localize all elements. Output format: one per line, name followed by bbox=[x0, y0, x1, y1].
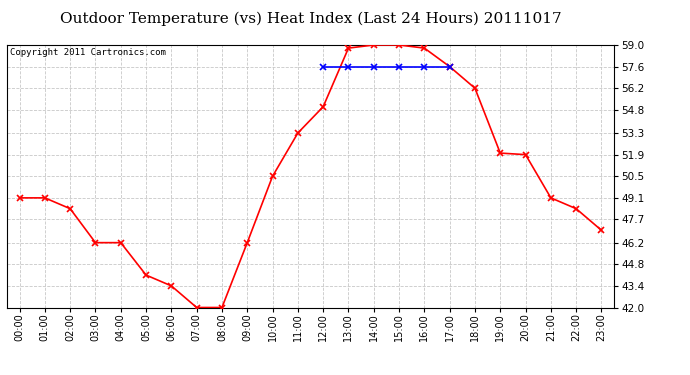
Text: Copyright 2011 Cartronics.com: Copyright 2011 Cartronics.com bbox=[10, 48, 166, 57]
Text: Outdoor Temperature (vs) Heat Index (Last 24 Hours) 20111017: Outdoor Temperature (vs) Heat Index (Las… bbox=[60, 11, 561, 26]
